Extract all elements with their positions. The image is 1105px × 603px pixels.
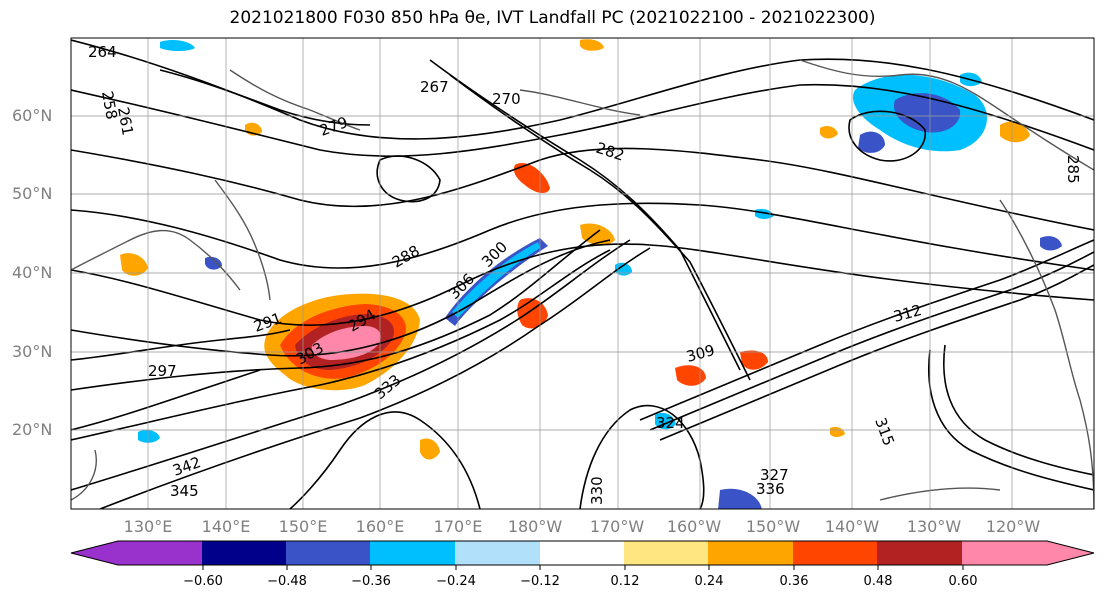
contour-label: 297 — [148, 362, 177, 380]
contour-label: 267 — [420, 78, 449, 96]
lon-label: 160°W — [666, 517, 722, 536]
contour-label: 288 — [389, 242, 423, 272]
contour-lines — [71, 39, 1094, 509]
contour-label: 264 — [88, 43, 117, 61]
lat-label: 50°N — [12, 184, 53, 203]
contour-label: 270 — [492, 90, 521, 108]
lon-label: 150°E — [278, 517, 328, 536]
colorbar-tick-label: −0.36 — [351, 574, 391, 589]
colorbar-tick-label: 0.12 — [610, 574, 640, 589]
colorbar-segment — [708, 541, 794, 565]
lon-label: 120°W — [985, 517, 1041, 536]
colorbar-tick-label: −0.12 — [520, 574, 560, 589]
plot-frame — [70, 37, 1095, 510]
contour-label: 315 — [871, 415, 898, 448]
contour-label: 312 — [891, 301, 923, 326]
lon-label: 130°E — [123, 517, 173, 536]
lon-label: 140°E — [201, 517, 251, 536]
lon-label: 170°E — [433, 517, 483, 536]
map-title: 2021021800 F030 850 hPa θe, IVT Landfall… — [229, 8, 876, 28]
colorbar-segment — [624, 541, 709, 565]
colorbar-tick-label: −0.48 — [267, 574, 307, 589]
contour-label: 324 — [656, 414, 685, 432]
lon-label: 130°W — [906, 517, 962, 536]
lat-label: 30°N — [12, 342, 53, 361]
colorbar-segment — [962, 541, 1048, 565]
gridlines — [71, 38, 1094, 509]
lon-label: 170°W — [589, 517, 645, 536]
colorbar-segment — [877, 541, 963, 565]
colorbar-tick-label: 0.60 — [948, 574, 978, 589]
contour-label: 282 — [594, 139, 627, 165]
lat-label: 60°N — [12, 106, 53, 125]
colorbar-extend-left — [71, 541, 118, 565]
colorbar-tick-label: 0.48 — [863, 574, 893, 589]
lon-label: 180°W — [507, 517, 563, 536]
colorbar-segment — [793, 541, 878, 565]
colorbar-segment — [118, 541, 203, 565]
lon-label: 140°W — [824, 517, 880, 536]
colorbar-tick-label: 0.36 — [779, 574, 809, 589]
lon-label: 160°E — [355, 517, 405, 536]
contour-label: 330 — [588, 476, 606, 505]
coastlines — [71, 59, 1094, 509]
contour-label: 261 — [114, 106, 137, 137]
colorbar-tick-label: −0.24 — [436, 574, 476, 589]
lon-label: 150°W — [745, 517, 801, 536]
contour-label: 345 — [170, 482, 199, 500]
contour-label: 285 — [1064, 155, 1082, 184]
colorbar-segment — [455, 541, 541, 565]
lat-label: 20°N — [12, 420, 53, 439]
colorbar-extend-right — [1047, 541, 1094, 565]
colorbar-segment — [286, 541, 371, 565]
contour-label: 336 — [756, 480, 785, 498]
shading-layer — [120, 39, 1062, 509]
colorbar — [70, 540, 1095, 570]
contour-label: 258 — [98, 90, 121, 121]
colorbar-segment — [540, 541, 625, 565]
contour-label: 279 — [317, 113, 350, 140]
contour-label: 309 — [684, 341, 716, 366]
colorbar-segment — [202, 541, 287, 565]
colorbar-tick-label: −0.60 — [183, 574, 223, 589]
colorbar-segment — [370, 541, 456, 565]
colorbar-tick-label: 0.24 — [694, 574, 724, 589]
contour-label: 327 — [760, 466, 789, 484]
lat-label: 40°N — [12, 263, 53, 282]
